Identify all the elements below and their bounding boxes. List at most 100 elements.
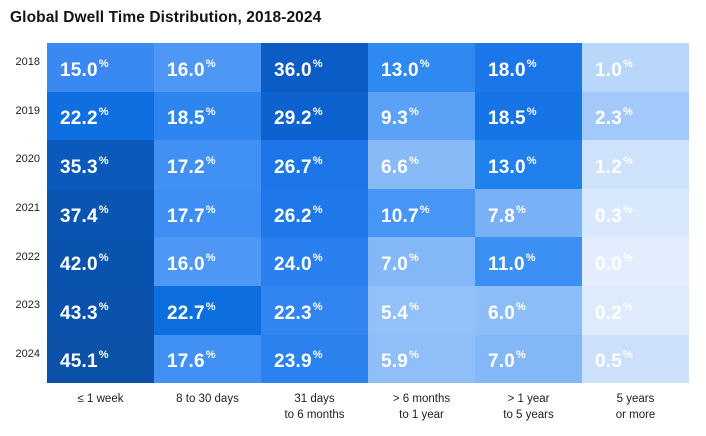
heatmap-cell-2020-col2: 17.2% [154, 140, 261, 189]
heatmap-cell-2019-col6: 2.3% [582, 91, 689, 141]
cell-percent-sign: % [623, 154, 633, 167]
cell-percent-sign: % [409, 300, 419, 313]
heatmap-cell-2021-col4: 10.7% [368, 188, 475, 238]
heatmap-cell-2022-col5: 11.0% [475, 237, 582, 286]
cell-percent-sign: % [419, 203, 430, 216]
heatmap-cell-2019-col3: 29.2% [261, 91, 368, 141]
cell-percent-sign: % [312, 349, 323, 362]
chart-title: Global Dwell Time Distribution, 2018-202… [10, 9, 322, 26]
dwell-time-heatmap: 2018 15.0% 16.0% 36.0% 13.0% 18.0% 1.0% 2019 … [10, 43, 689, 423]
cell-value: 11.0 [488, 254, 525, 276]
heatmap-cell-2024-col1: 45.1% [47, 334, 154, 384]
heatmap-cell-2018-col1: 15.0% [47, 43, 154, 92]
cell-percent-sign: % [516, 300, 526, 313]
cell-value: 0.2 [595, 302, 623, 324]
cell-value: 2.3 [595, 108, 623, 130]
heatmap-cell-2023-col1: 43.3% [47, 285, 154, 335]
heatmap-cell-2024-col6: 0.5% [582, 334, 689, 384]
heatmap-cell-2023-col2: 22.7% [154, 285, 261, 335]
row-label-year: 2022 [15, 250, 40, 263]
cell-percent-sign: % [205, 106, 216, 119]
heatmap-cell-2018-col6: 1.0% [582, 43, 689, 92]
heatmap-grid: 2018 15.0% 16.0% 36.0% 13.0% 18.0% 1.0% 2019 … [10, 43, 689, 384]
heatmap-cell-2023-col5: 6.0% [475, 285, 582, 335]
column-labels-spacer [10, 392, 47, 423]
cell-percent-sign: % [98, 349, 109, 362]
cell-percent-sign: % [525, 252, 536, 265]
cell-percent-sign: % [205, 57, 216, 70]
cell-percent-sign: % [205, 154, 216, 167]
cell-value: 17.2 [167, 156, 205, 178]
cell-percent-sign: % [312, 300, 323, 313]
cell-value: 7.0 [488, 351, 516, 373]
heatmap-row: 2021 37.4% 17.7% 26.2% 10.7% 7.8% 0.3% [10, 188, 689, 238]
cell-value: 22.2 [60, 108, 98, 130]
heatmap-cell-2018-col4: 13.0% [368, 43, 475, 92]
cell-percent-sign: % [623, 300, 633, 313]
cell-percent-sign: % [623, 349, 633, 362]
heatmap-row: 2020 35.3% 17.2% 26.7% 6.6% 13.0% 1.2% [10, 140, 689, 189]
chart-page: Global Dwell Time Distribution, 2018-202… [10, 9, 689, 423]
heatmap-cell-2018-col2: 16.0% [154, 43, 261, 92]
cell-value: 18.0 [488, 59, 526, 81]
heatmap-cell-2020-col4: 6.6% [368, 140, 475, 189]
heatmap-cell-2024-col2: 17.6% [154, 334, 261, 384]
cell-percent-sign: % [419, 57, 430, 70]
column-label-5: > 1 year to 5 years [503, 393, 554, 421]
cell-percent-sign: % [516, 203, 526, 216]
cell-value: 5.9 [381, 351, 409, 373]
cell-value: 18.5 [167, 108, 205, 130]
cell-value: 29.2 [274, 108, 312, 130]
cell-value: 13.0 [381, 59, 419, 81]
heatmap-cell-2019-col1: 22.2% [47, 91, 154, 141]
heatmap-cell-2022-col1: 42.0% [47, 237, 154, 286]
row-label-year: 2018 [15, 56, 40, 69]
cell-percent-sign: % [623, 57, 633, 70]
heatmap-cell-2020-col6: 1.2% [582, 140, 689, 189]
column-label-1: ≤ 1 week [77, 393, 124, 406]
row-cells: 15.0% 16.0% 36.0% 13.0% 18.0% 1.0% [47, 43, 689, 92]
heatmap-cell-2021-col1: 37.4% [47, 188, 154, 238]
column-label-6: 5 years or more [615, 393, 656, 421]
row-label-year: 2020 [15, 153, 40, 166]
heatmap-cell-2023-col4: 5.4% [368, 285, 475, 335]
heatmap-cell-2022-col4: 7.0% [368, 237, 475, 286]
row-label-year: 2021 [15, 202, 40, 215]
cell-value: 45.1 [60, 351, 98, 373]
cell-percent-sign: % [526, 57, 537, 70]
cell-value: 17.6 [167, 351, 205, 373]
row-label-year: 2019 [15, 104, 40, 117]
cell-value: 26.2 [274, 205, 312, 227]
cell-value: 16.0 [167, 59, 205, 81]
cell-percent-sign: % [312, 203, 323, 216]
cell-percent-sign: % [312, 154, 323, 167]
row-cells: 43.3% 22.7% 22.3% 5.4% 6.0% 0.2% [47, 285, 689, 335]
cell-value: 13.0 [488, 156, 526, 178]
heatmap-cell-2019-col4: 9.3% [368, 91, 475, 141]
cell-percent-sign: % [98, 252, 109, 265]
heatmap-cell-2021-col6: 0.3% [582, 188, 689, 238]
cell-percent-sign: % [205, 349, 216, 362]
heatmap-cell-2018-col3: 36.0% [261, 43, 368, 92]
cell-value: 10.7 [381, 205, 419, 227]
heatmap-cell-2024-col3: 23.9% [261, 334, 368, 384]
column-labels: ≤ 1 week 8 to 30 days 31 days to 6 months > … [10, 392, 689, 423]
heatmap-cell-2024-col4: 5.9% [368, 334, 475, 384]
heatmap-row: 2022 42.0% 16.0% 24.0% 7.0% 11.0% 0.0% [10, 237, 689, 286]
cell-percent-sign: % [526, 106, 537, 119]
column-label-2: 8 to 30 days [176, 393, 239, 406]
cell-value: 22.3 [274, 302, 312, 324]
cell-percent-sign: % [526, 154, 537, 167]
row-cells: 22.2% 18.5% 29.2% 9.3% 18.5% 2.3% [47, 91, 689, 141]
cell-value: 23.9 [274, 351, 312, 373]
cell-value: 9.3 [381, 108, 409, 130]
heatmap-cell-2020-col3: 26.7% [261, 140, 368, 189]
cell-value: 15.0 [60, 59, 98, 81]
cell-percent-sign: % [98, 106, 109, 119]
cell-value: 6.6 [381, 156, 409, 178]
heatmap-row: 2018 15.0% 16.0% 36.0% 13.0% 18.0% 1.0% [10, 43, 689, 92]
heatmap-row: 2023 43.3% 22.7% 22.3% 5.4% 6.0% 0.2% [10, 285, 689, 335]
cell-percent-sign: % [623, 106, 633, 119]
cell-value: 7.8 [488, 205, 516, 227]
row-cells: 42.0% 16.0% 24.0% 7.0% 11.0% 0.0% [47, 237, 689, 286]
